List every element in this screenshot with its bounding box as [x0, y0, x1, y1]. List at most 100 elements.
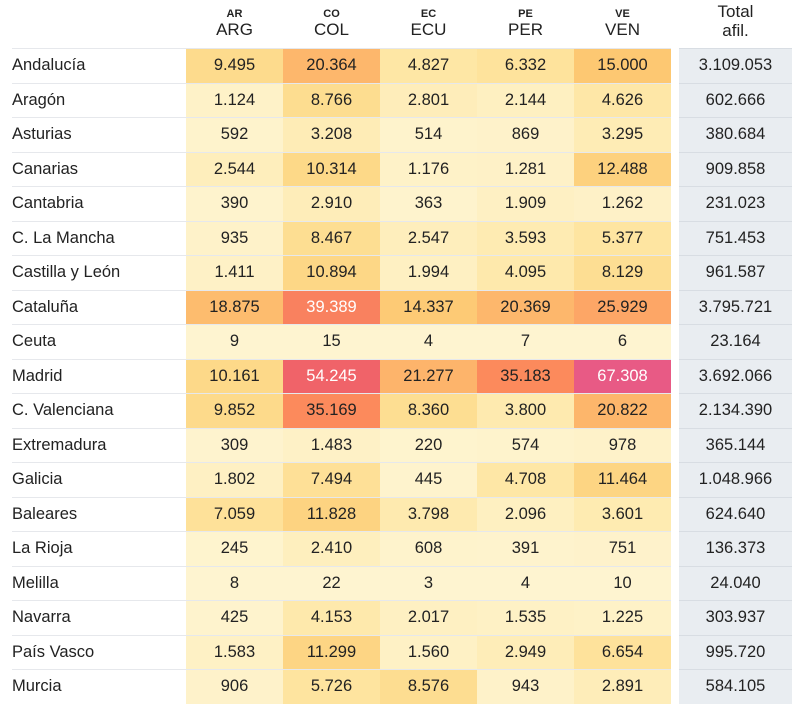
table-row: Madrid 10.161 54.245 21.277 35.183 67.308 3.69… — [12, 358, 792, 394]
column-code: AR — [226, 8, 243, 20]
column-header-per: PE PER — [477, 0, 574, 49]
total-cell: 995.720 — [679, 634, 792, 670]
region-label: Cataluña — [12, 289, 186, 325]
heatmap-cell-arg: 1.124 — [186, 82, 283, 118]
heatmap-cell-arg: 935 — [186, 220, 283, 256]
heatmap-cell-per: 943 — [477, 669, 574, 704]
column-code: VE — [615, 8, 630, 20]
heatmap-table: AR ARG CO COL EC ECU PE PER VE VEN Total afil. Anda… — [12, 0, 792, 704]
heatmap-cell-per: 3.593 — [477, 220, 574, 256]
heatmap-cell-arg: 9 — [186, 324, 283, 359]
heatmap-cell-ven: 12.488 — [574, 151, 671, 187]
heatmap-cell-ecu: 8.360 — [380, 393, 477, 428]
heatmap-cell-arg: 18.875 — [186, 289, 283, 325]
heatmap-cell-col: 3.208 — [283, 117, 380, 152]
heatmap-cell-ecu: 514 — [380, 117, 477, 152]
heatmap-cell-col: 54.245 — [283, 358, 380, 394]
heatmap-cell-arg: 2.544 — [186, 151, 283, 187]
heatmap-cell-ven: 751 — [574, 531, 671, 566]
heatmap-cell-ecu: 8.576 — [380, 669, 477, 704]
heatmap-cell-per: 7 — [477, 324, 574, 359]
region-label: Asturias — [12, 117, 186, 152]
column-code: EC — [420, 8, 437, 20]
column-header-total: Total afil. — [679, 0, 792, 49]
heatmap-cell-arg: 10.161 — [186, 358, 283, 394]
gap-cell — [671, 83, 679, 118]
heatmap-cell-col: 11.299 — [283, 634, 380, 670]
header-gap — [671, 0, 679, 49]
total-header-line-2: afil. — [722, 21, 749, 40]
region-label: Madrid — [12, 358, 186, 394]
heatmap-cell-arg: 592 — [186, 117, 283, 152]
total-cell: 231.023 — [679, 186, 792, 221]
total-cell: 624.640 — [679, 496, 792, 532]
heatmap-cell-ecu: 4 — [380, 324, 477, 359]
table-row: Navarra 425 4.153 2.017 1.535 1.225 303.937 — [12, 600, 792, 635]
total-cell: 303.937 — [679, 600, 792, 635]
heatmap-cell-arg: 390 — [186, 186, 283, 221]
heatmap-cell-ven: 6 — [574, 324, 671, 359]
heatmap-cell-col: 4.153 — [283, 600, 380, 635]
heatmap-cell-per: 1.535 — [477, 600, 574, 635]
heatmap-cell-per: 391 — [477, 531, 574, 566]
heatmap-cell-ecu: 1.994 — [380, 255, 477, 290]
heatmap-cell-ecu: 2.801 — [380, 82, 477, 118]
heatmap-cell-ven: 25.929 — [574, 289, 671, 325]
total-cell: 584.105 — [679, 669, 792, 704]
heatmap-cell-col: 8.766 — [283, 82, 380, 118]
heatmap-cell-col: 39.389 — [283, 289, 380, 325]
total-cell: 602.666 — [679, 82, 792, 118]
heatmap-cell-ecu: 14.337 — [380, 289, 477, 325]
region-label: Extremadura — [12, 427, 186, 463]
total-header-label: Total afil. — [679, 2, 792, 48]
table-row: Melilla 8 22 3 4 10 24.040 — [12, 565, 792, 601]
gap-cell — [671, 325, 679, 360]
column-name: COL — [314, 20, 349, 39]
heatmap-cell-col: 7.494 — [283, 462, 380, 497]
table-row: Baleares 7.059 11.828 3.798 2.096 3.601 624.64… — [12, 496, 792, 532]
heatmap-cell-col: 22 — [283, 565, 380, 601]
heatmap-cell-per: 4.095 — [477, 255, 574, 290]
region-label: La Rioja — [12, 531, 186, 566]
column-name: ARG — [216, 20, 253, 39]
heatmap-cell-ecu: 2.017 — [380, 600, 477, 635]
region-label: Castilla y León — [12, 255, 186, 290]
heatmap-cell-arg: 425 — [186, 600, 283, 635]
heatmap-cell-arg: 7.059 — [186, 496, 283, 532]
column-name: PER — [508, 20, 543, 39]
table-row: Andalucía 9.495 20.364 4.827 6.332 15.000 3.10… — [12, 48, 792, 83]
heatmap-cell-ven: 6.654 — [574, 634, 671, 670]
gap-cell — [671, 290, 679, 325]
heatmap-cell-per: 2.144 — [477, 82, 574, 118]
table-row: Aragón 1.124 8.766 2.801 2.144 4.626 602.666 — [12, 82, 792, 118]
gap-cell — [671, 566, 679, 601]
heatmap-cell-col: 15 — [283, 324, 380, 359]
total-cell: 3.795.721 — [679, 289, 792, 325]
region-label: Galicia — [12, 462, 186, 497]
heatmap-cell-arg: 906 — [186, 669, 283, 704]
heatmap-cell-ven: 1.225 — [574, 600, 671, 635]
gap-cell — [671, 463, 679, 498]
region-label: País Vasco — [12, 634, 186, 670]
total-cell: 380.684 — [679, 117, 792, 152]
heatmap-cell-ecu: 445 — [380, 462, 477, 497]
total-cell: 365.144 — [679, 427, 792, 463]
heatmap-cell-arg: 1.802 — [186, 462, 283, 497]
total-cell: 23.164 — [679, 324, 792, 359]
heatmap-cell-col: 11.828 — [283, 496, 380, 532]
heatmap-cell-ecu: 220 — [380, 427, 477, 463]
gap-cell — [671, 359, 679, 394]
heatmap-cell-ven: 67.308 — [574, 358, 671, 394]
heatmap-cell-col: 35.169 — [283, 393, 380, 428]
heatmap-cell-ven: 3.601 — [574, 496, 671, 532]
heatmap-cell-arg: 1.583 — [186, 634, 283, 670]
total-cell: 3.109.053 — [679, 48, 792, 83]
total-cell: 751.453 — [679, 220, 792, 256]
region-label: C. Valenciana — [12, 393, 186, 428]
heatmap-cell-ecu: 363 — [380, 186, 477, 221]
column-code: CO — [323, 8, 340, 20]
heatmap-cell-col: 10.894 — [283, 255, 380, 290]
heatmap-cell-ven: 11.464 — [574, 462, 671, 497]
gap-cell — [671, 187, 679, 222]
